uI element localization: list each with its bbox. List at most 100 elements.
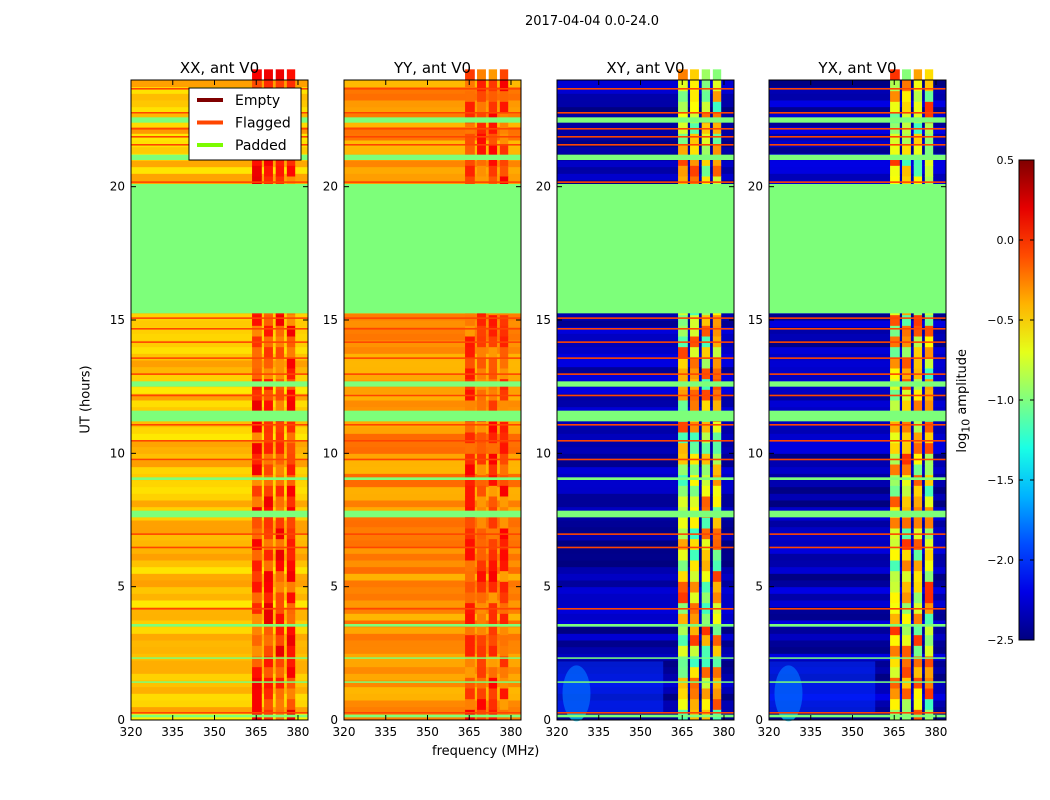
padded-band xyxy=(557,184,734,314)
flagged-row xyxy=(769,424,946,426)
heatmap-row xyxy=(769,620,946,628)
padded-band xyxy=(131,624,308,627)
rfi-cell xyxy=(690,101,699,113)
rfi-cell xyxy=(690,485,699,497)
rfi-cell xyxy=(275,474,285,486)
heatmap-row xyxy=(131,173,308,181)
x-tick-label: 380 xyxy=(287,725,310,739)
rfi-cell xyxy=(286,677,296,689)
heatmap-blob xyxy=(557,661,664,712)
rfi-cell xyxy=(712,154,722,166)
heatmap-row xyxy=(769,313,946,321)
flagged-row xyxy=(557,458,734,461)
rfi-cell xyxy=(701,634,711,646)
heatmap-row xyxy=(769,466,946,474)
padded-band xyxy=(769,410,946,422)
rfi-cell xyxy=(690,144,699,156)
rfi-cell xyxy=(275,698,285,710)
heatmap-row xyxy=(769,406,946,414)
rfi-cell xyxy=(890,538,900,550)
padded-band xyxy=(344,624,521,627)
rfi-cell xyxy=(252,314,262,326)
rfi-cell xyxy=(913,314,923,326)
rfi-cell xyxy=(264,656,273,668)
rfi-cell xyxy=(690,688,699,700)
heatmap-row xyxy=(344,460,521,468)
rfi-cell xyxy=(678,517,688,529)
flagged-row xyxy=(769,88,946,90)
heatmap-row xyxy=(557,440,734,448)
heatmap-row xyxy=(344,106,521,114)
rfi-cell xyxy=(890,570,900,582)
rfi-cell xyxy=(913,560,923,572)
flagged-row xyxy=(344,533,521,535)
rfi-cell xyxy=(488,581,498,593)
heatmap-row xyxy=(131,593,308,601)
rfi-cell xyxy=(264,464,273,476)
rfi-cell xyxy=(690,677,699,689)
rfi-cell xyxy=(701,581,711,593)
padded-band xyxy=(344,117,521,123)
heatmap-row xyxy=(557,493,734,501)
rfi-cell xyxy=(488,538,498,550)
heatmap-row xyxy=(769,606,946,614)
rfi-cell xyxy=(924,677,934,689)
rfi-cell xyxy=(690,357,699,369)
rfi-cell xyxy=(264,474,273,486)
heatmap-row xyxy=(344,653,521,661)
rfi-cell xyxy=(477,656,486,668)
flagged-row xyxy=(344,317,521,319)
rfi-cell xyxy=(902,346,911,358)
rfi-cell xyxy=(252,432,262,444)
rfi-cell xyxy=(499,421,509,433)
heatmap-row xyxy=(557,620,734,628)
rfi-cell xyxy=(488,592,498,604)
padded-band xyxy=(131,714,308,718)
rfi-cell xyxy=(924,432,934,444)
rfi-cell xyxy=(890,101,900,113)
rfi-cell xyxy=(690,656,699,668)
heatmap-row xyxy=(769,100,946,108)
rfi-cell xyxy=(286,592,296,604)
rfi-cell xyxy=(465,165,475,177)
heatmap-row xyxy=(344,326,521,334)
heatmap-row xyxy=(557,180,734,188)
heatmap-row xyxy=(557,120,734,128)
heatmap-row xyxy=(131,460,308,468)
heatmap-row xyxy=(131,580,308,588)
rfi-cell xyxy=(890,688,900,700)
padded-band xyxy=(769,510,946,518)
rfi-cell xyxy=(902,592,911,604)
heatmap-row xyxy=(769,360,946,368)
rfi-cell xyxy=(477,666,486,678)
rfi-cell xyxy=(678,666,688,678)
rfi-cell xyxy=(252,485,262,497)
heatmap-row xyxy=(344,113,521,121)
rfi-cell xyxy=(701,400,711,412)
rfi-cell xyxy=(902,517,911,529)
x-tick-label: 365 xyxy=(883,725,906,739)
rfi-cell xyxy=(286,464,296,476)
rfi-cell xyxy=(488,165,498,177)
rfi-cell xyxy=(701,133,711,145)
rfi-cell xyxy=(701,144,711,156)
heatmap-row xyxy=(557,100,734,108)
padded-band xyxy=(344,477,521,480)
rfi-cell xyxy=(924,698,934,710)
rfi-cell xyxy=(701,666,711,678)
legend-label: Padded xyxy=(235,138,287,154)
rfi-cell xyxy=(701,677,711,689)
heatmap-row xyxy=(131,506,308,514)
x-tick-label: 365 xyxy=(245,725,268,739)
axes-frame xyxy=(768,79,947,721)
heatmap-row xyxy=(769,93,946,101)
x-tick-label: 380 xyxy=(500,725,523,739)
rfi-cell xyxy=(678,325,688,337)
rfi-cell xyxy=(465,346,475,358)
rfi-cell xyxy=(286,496,296,508)
rfi-cell xyxy=(712,144,722,156)
rfi-cell xyxy=(477,581,486,593)
rfi-cell xyxy=(477,464,486,476)
rfi-cell xyxy=(913,634,923,646)
